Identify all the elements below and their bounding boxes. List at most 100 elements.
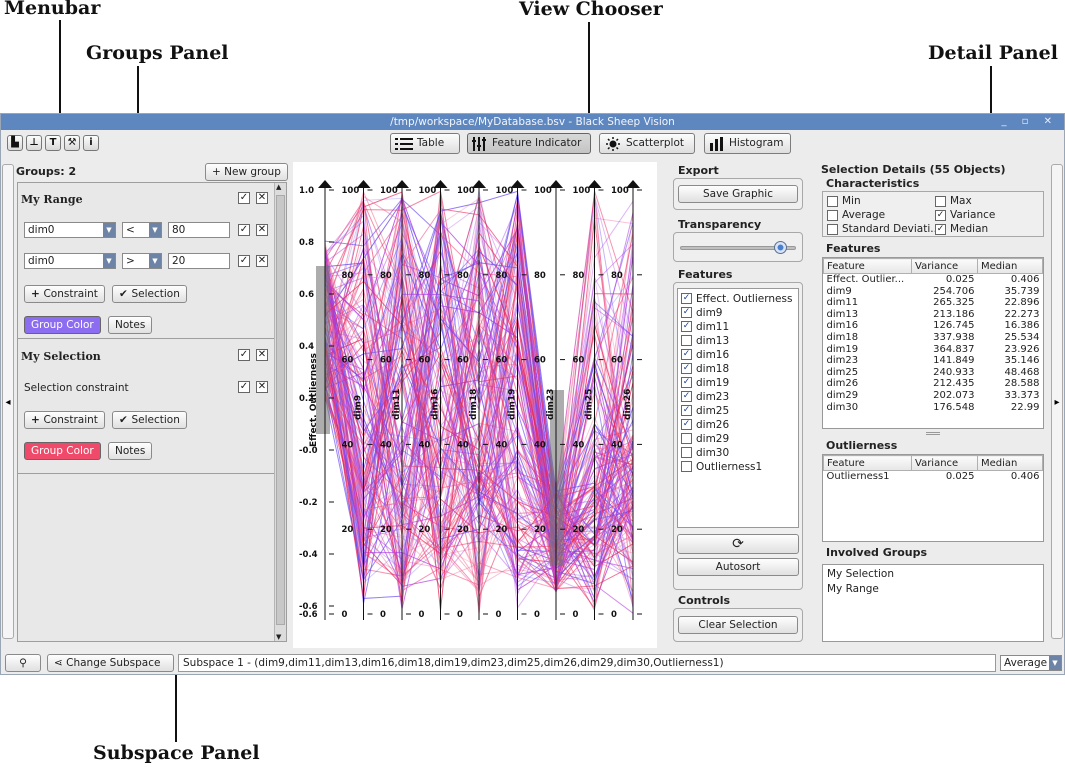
column-header-median[interactable]: Median xyxy=(977,258,1043,274)
axis-sort-arrow-icon[interactable] xyxy=(587,180,602,188)
group-color-button[interactable]: Group Color xyxy=(24,316,101,334)
checked-checkbox-icon[interactable]: ✓ xyxy=(681,349,692,360)
aggregate-select[interactable]: Average ▼ xyxy=(1000,655,1062,671)
add-selection-button[interactable]: ✔ Selection xyxy=(112,285,187,303)
unchecked-checkbox-icon[interactable] xyxy=(681,433,692,444)
transparency-slider-track[interactable] xyxy=(680,246,796,250)
column-header-variance[interactable]: Variance xyxy=(911,455,978,471)
table-row[interactable]: dim16 126.745 16.386 xyxy=(824,320,1043,332)
new-group-button[interactable]: + New group xyxy=(205,163,288,181)
table-row[interactable]: Effect. Outlier... 0.025 0.406 xyxy=(824,274,1043,286)
table-row[interactable]: dim23 141.849 35.146 xyxy=(824,355,1043,367)
delete-constraint-button[interactable]: ✕ xyxy=(256,224,268,236)
feature-toggle[interactable]: dim29 xyxy=(681,432,729,446)
table-row[interactable]: dim26 212.435 28.588 xyxy=(824,378,1043,390)
table-row[interactable]: dim11 265.325 22.896 xyxy=(824,297,1043,309)
import-icon[interactable]: ⊥ xyxy=(26,135,42,151)
unchecked-checkbox-icon[interactable] xyxy=(935,196,946,207)
constraint-value-input[interactable]: 80 xyxy=(168,222,230,238)
view-histogram-button[interactable]: Histogram xyxy=(704,133,791,154)
scroll-up-icon[interactable]: ▲ xyxy=(276,183,282,191)
table-row[interactable]: dim30 176.548 22.99 xyxy=(824,402,1043,414)
feature-toggle[interactable]: ✓ Effect. Outlierness xyxy=(681,292,792,306)
axis-sort-arrow-icon[interactable] xyxy=(395,180,409,188)
checked-checkbox-icon[interactable]: ✓ xyxy=(681,321,692,332)
delete-constraint-button[interactable]: ✕ xyxy=(256,381,268,393)
splitter-handle[interactable] xyxy=(926,432,940,435)
checked-checkbox-icon[interactable]: ✓ xyxy=(681,391,692,402)
checked-checkbox-icon[interactable]: ✓ xyxy=(681,307,692,318)
checked-checkbox-icon[interactable]: ✓ xyxy=(681,405,692,416)
groups-scrollbar[interactable]: ▲ ▼ xyxy=(274,183,286,641)
outlierness-table[interactable]: Feature Variance Median Outlierness1 0.02… xyxy=(822,454,1044,542)
constraint-field-select[interactable]: dim0 ▼ xyxy=(24,222,116,238)
collapse-right-button[interactable]: ▸ xyxy=(1051,164,1063,639)
table-row[interactable]: dim25 240.933 48.468 xyxy=(824,367,1043,379)
group-visible-checkbox[interactable]: ✓ xyxy=(238,192,250,204)
unchecked-checkbox-icon[interactable] xyxy=(681,447,692,458)
column-header-feature[interactable]: Feature xyxy=(823,455,912,471)
view-table-button[interactable]: Table xyxy=(390,133,460,154)
add-constraint-button[interactable]: + Constraint xyxy=(24,411,105,429)
features-table[interactable]: Feature Variance Median Effect. Outlier.… xyxy=(822,257,1044,429)
table-row[interactable]: dim29 202.073 33.373 xyxy=(824,390,1043,402)
feature-toggle[interactable]: Outlierness1 xyxy=(681,460,762,474)
characteristic-toggle[interactable]: ✓ Variance xyxy=(935,209,995,222)
feature-toggle[interactable]: ✓ dim19 xyxy=(681,376,729,390)
feature-indicator-plot[interactable]: Effect. Outlierness 1.0 0.8 0.6 0.4 0.2 -0.0 -0… xyxy=(293,162,657,648)
axis-sort-arrow-icon[interactable] xyxy=(510,180,525,188)
checked-checkbox-icon[interactable]: ✓ xyxy=(681,377,692,388)
delete-constraint-button[interactable]: ✕ xyxy=(256,255,268,267)
save-graphic-button[interactable]: Save Graphic xyxy=(678,185,798,203)
group-notes-button[interactable]: Notes xyxy=(108,442,153,460)
constraint-enable-checkbox[interactable]: ✓ xyxy=(238,381,250,393)
change-subspace-button[interactable]: ⋖ Change Subspace xyxy=(47,654,174,672)
unchecked-checkbox-icon[interactable] xyxy=(681,335,692,346)
new-file-icon[interactable]: ▙ xyxy=(7,135,23,151)
table-row[interactable]: dim19 364.837 23.926 xyxy=(824,344,1043,356)
checked-checkbox-icon[interactable]: ✓ xyxy=(681,363,692,374)
axis-sort-arrow-icon[interactable] xyxy=(549,180,563,188)
window-controls[interactable]: _ ▫ ✕ xyxy=(1001,116,1058,127)
search-button[interactable]: ⚲ xyxy=(5,654,41,672)
unchecked-checkbox-icon[interactable] xyxy=(827,196,838,207)
parallel-coordinates-chart[interactable]: Effect. Outlierness 1.0 0.8 0.6 0.4 0.2 -0.0 -0… xyxy=(293,162,657,648)
table-row[interactable]: Outlierness1 0.025 0.406 xyxy=(824,471,1043,483)
column-header-feature[interactable]: Feature xyxy=(823,258,912,274)
feature-toggle[interactable]: ✓ dim9 xyxy=(681,306,723,320)
constraint-value-input[interactable]: 20 xyxy=(168,253,230,269)
constraint-operator-select[interactable]: < ▼ xyxy=(122,222,162,238)
view-feature-indicator-button[interactable]: Feature Indicator xyxy=(467,133,591,154)
constraint-field-select[interactable]: dim0 ▼ xyxy=(24,253,116,269)
checked-checkbox-icon[interactable]: ✓ xyxy=(935,210,946,221)
add-constraint-button[interactable]: + Constraint xyxy=(24,285,105,303)
feature-toggle[interactable]: ✓ dim25 xyxy=(681,404,729,418)
axis-sort-arrow-icon[interactable] xyxy=(318,180,332,188)
table-row[interactable]: dim9 254.706 35.739 xyxy=(824,286,1043,298)
constraint-enable-checkbox[interactable]: ✓ xyxy=(238,224,250,236)
feature-toggle[interactable]: ✓ dim23 xyxy=(681,390,729,404)
clear-selection-button[interactable]: Clear Selection xyxy=(678,616,798,634)
axis-sort-arrow-icon[interactable] xyxy=(433,180,448,188)
characteristic-toggle[interactable]: Min xyxy=(827,195,861,208)
collapse-left-button[interactable]: ◂ xyxy=(2,164,14,639)
feature-toggle[interactable]: ✓ dim11 xyxy=(681,320,729,334)
add-selection-button[interactable]: ✔ Selection xyxy=(112,411,187,429)
column-header-variance[interactable]: Variance xyxy=(911,258,978,274)
group-visible-checkbox[interactable]: ✓ xyxy=(238,349,250,361)
info-icon[interactable]: i xyxy=(83,135,99,151)
wrench-icon[interactable]: ⚒ xyxy=(64,135,80,151)
table-row[interactable]: dim13 213.186 22.273 xyxy=(824,309,1043,321)
axis-sort-arrow-icon[interactable] xyxy=(472,180,486,188)
characteristic-toggle[interactable]: ✓ Median xyxy=(935,223,988,236)
scroll-thumb[interactable] xyxy=(276,195,285,625)
subspace-description[interactable]: Subspace 1 - (dim9,dim11,dim13,dim16,dim… xyxy=(178,654,996,672)
checked-checkbox-icon[interactable]: ✓ xyxy=(681,419,692,430)
table-row[interactable]: dim18 337.938 25.534 xyxy=(824,332,1043,344)
constraint-operator-select[interactable]: > ▼ xyxy=(122,253,162,269)
autosort-button[interactable]: Autosort xyxy=(677,558,799,576)
axis-sort-arrow-icon[interactable] xyxy=(356,180,371,188)
checked-checkbox-icon[interactable]: ✓ xyxy=(935,224,946,235)
scroll-down-icon[interactable]: ▼ xyxy=(276,633,282,641)
refresh-features-button[interactable]: ⟳ xyxy=(677,534,799,554)
